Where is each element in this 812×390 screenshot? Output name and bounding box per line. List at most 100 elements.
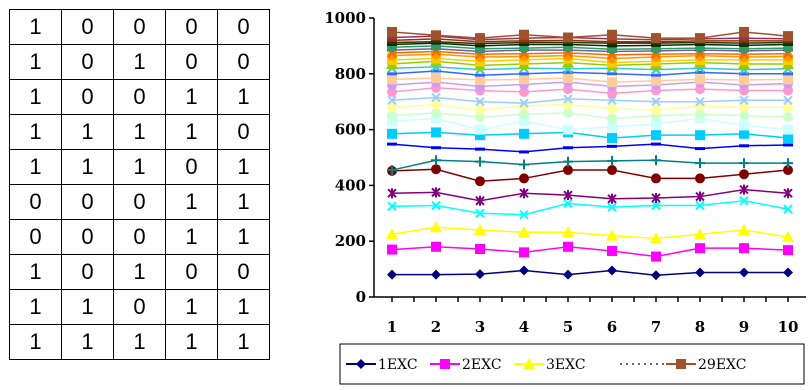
data-point — [519, 128, 529, 139]
series-7 — [387, 155, 793, 176]
series-line — [391, 66, 789, 71]
data-point — [475, 208, 485, 219]
data-point — [694, 228, 706, 240]
legend-label: 3EXC — [546, 357, 586, 373]
data-point — [739, 158, 749, 169]
data-point — [695, 158, 705, 169]
table-cell: 1 — [9, 324, 62, 360]
data-point — [387, 244, 397, 255]
table-cell: 1 — [9, 254, 62, 290]
data-point — [563, 241, 573, 252]
table-cell: 1 — [9, 289, 62, 325]
data-point — [695, 130, 705, 141]
data-point — [607, 155, 617, 166]
data-point — [386, 228, 398, 240]
data-point — [519, 74, 529, 85]
series-3exc — [386, 221, 794, 244]
data-point — [475, 33, 485, 44]
data-point — [695, 33, 705, 44]
data-point — [607, 245, 617, 256]
data-point — [607, 88, 617, 99]
table-cell: 1 — [217, 289, 270, 325]
table-cell: 1 — [165, 114, 218, 150]
data-point — [783, 158, 793, 169]
data-point — [387, 165, 397, 176]
legend-label: 1EXC — [378, 357, 418, 373]
data-point — [739, 95, 749, 106]
table-cell: 0 — [113, 79, 166, 115]
series-1exc — [387, 265, 793, 281]
table-cell: 1 — [217, 324, 270, 360]
data-point — [607, 29, 617, 40]
legend-item-1exc: 1EXC — [346, 357, 418, 373]
legend-label: 2EXC — [462, 357, 502, 373]
data-point — [563, 99, 573, 110]
series-line — [391, 103, 788, 111]
series-line — [391, 226, 789, 240]
data-point — [695, 96, 705, 107]
table-cell: 0 — [9, 184, 62, 220]
table-cell: 0 — [61, 44, 114, 80]
series-line — [391, 188, 789, 202]
data-point — [607, 95, 617, 106]
series-line — [391, 53, 789, 60]
x-tick-label: 4 — [519, 318, 529, 336]
data-point — [431, 92, 441, 103]
data-point — [563, 156, 573, 167]
data-point — [431, 113, 441, 124]
series-line — [391, 35, 789, 41]
x-tick-label: 7 — [651, 318, 661, 336]
data-point — [783, 112, 793, 123]
series-2exc — [387, 241, 793, 262]
table-cell: 1 — [113, 254, 166, 290]
data-point — [519, 159, 529, 170]
data-point — [651, 105, 661, 116]
data-point — [563, 94, 573, 104]
y-tick-label: 600 — [335, 121, 366, 139]
data-point — [695, 191, 705, 202]
data-point — [782, 231, 794, 243]
data-point — [563, 269, 573, 280]
legend-marker — [440, 359, 450, 369]
series-line — [391, 199, 789, 216]
data-point — [651, 192, 661, 203]
data-point — [563, 198, 573, 209]
series-6 — [387, 164, 793, 187]
series-13 — [387, 92, 793, 108]
data-point — [431, 164, 441, 175]
data-point — [563, 190, 573, 201]
table-cell: 1 — [9, 44, 62, 80]
data-point — [519, 29, 529, 40]
data-point — [607, 265, 617, 276]
data-point — [563, 124, 573, 135]
series-line — [391, 77, 789, 83]
series-line — [391, 168, 789, 182]
table-cell: 1 — [113, 149, 166, 185]
series-12 — [387, 99, 793, 116]
series-line — [391, 40, 789, 45]
table-cell: 0 — [217, 44, 270, 80]
data-point — [651, 75, 661, 86]
series-17 — [387, 69, 793, 77]
table-cell: 1 — [113, 44, 166, 80]
series-16 — [387, 72, 793, 88]
series-line — [391, 57, 788, 64]
legend-item-3exc: 3EXC — [514, 357, 586, 373]
series-line — [391, 246, 789, 258]
data-point — [475, 96, 485, 107]
data-point — [387, 188, 397, 199]
data-point — [563, 84, 573, 95]
data-point — [695, 109, 705, 120]
data-point — [607, 202, 617, 212]
series-29exc — [387, 26, 793, 44]
y-tick-label: 1000 — [324, 9, 366, 27]
table-cell: 0 — [61, 9, 114, 45]
table-cell: 0 — [165, 254, 218, 290]
data-point — [739, 102, 749, 113]
tick-group: 0 200 400 600 800 1000 1 2 3 4 5 6 7 8 9 10 — [324, 9, 798, 336]
data-point — [475, 195, 485, 206]
legend-items: 1EXC 2EXC 3EXC 29EXC — [346, 357, 746, 373]
